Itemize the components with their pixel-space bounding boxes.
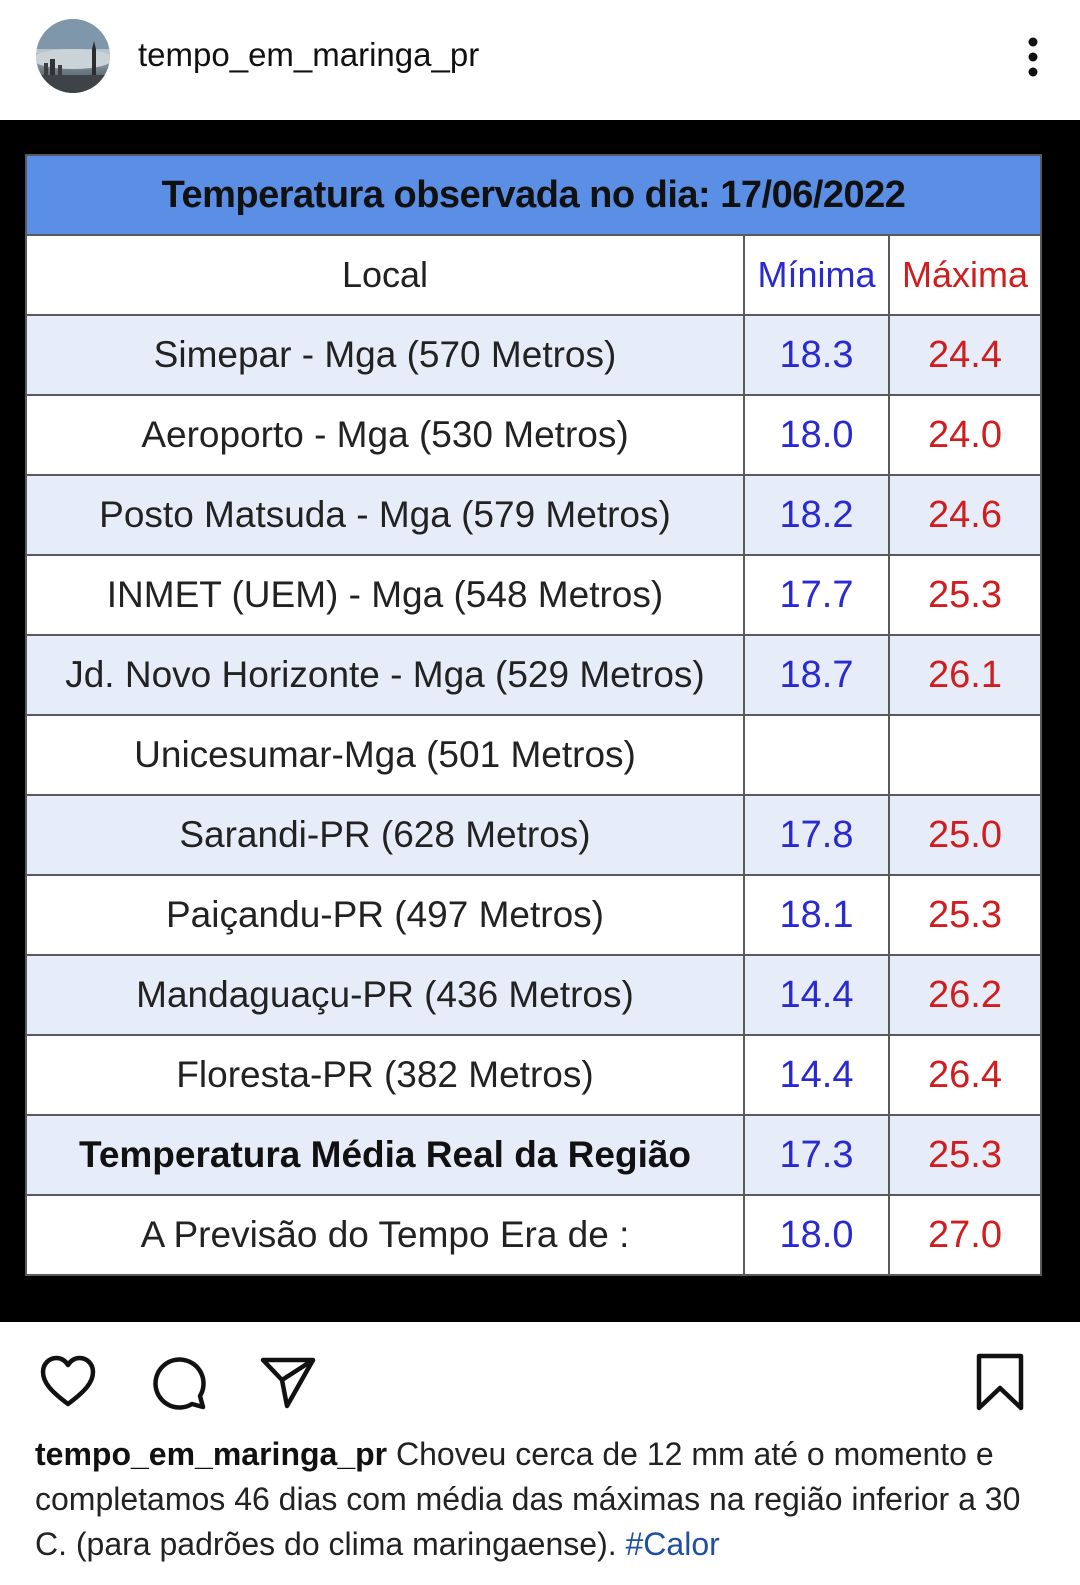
max-temp: 25.0 [887,794,1043,876]
station-name: Posto Matsuda - Mga (579 Metros) [25,474,745,556]
station-name: Paiçandu-PR (497 Metros) [25,874,745,956]
max-temp: 25.3 [887,554,1043,636]
station-name: Unicesumar-Mga (501 Metros) [25,714,745,796]
station-name: Floresta-PR (382 Metros) [25,1034,745,1116]
avatar[interactable] [36,19,110,93]
table-row: Unicesumar-Mga (501 Metros) [25,714,1043,796]
table-title: Temperatura observada no dia: 17/06/2022 [24,154,1043,236]
caption-username[interactable]: tempo_em_maringa_pr [35,1436,388,1472]
header-username[interactable]: tempo_em_maringa_pr [138,36,480,73]
forecast-row: A Previsão do Tempo Era de : 18.0 27.0 [25,1194,1043,1276]
max-temp: 24.0 [887,394,1043,476]
more-options-icon[interactable] [1026,36,1040,78]
table-row: Sarandi-PR (628 Metros) 17.8 25.0 [25,794,1043,876]
heart-icon[interactable] [38,1352,98,1412]
send-icon[interactable] [258,1352,318,1412]
comment-icon[interactable] [148,1352,208,1412]
min-temp [743,714,890,796]
average-label: Temperatura Média Real da Região [25,1114,745,1196]
forecast-label: A Previsão do Tempo Era de : [25,1194,745,1276]
max-temp: 26.2 [887,954,1043,1036]
table-row: Aeroporto - Mga (530 Metros) 18.0 24.0 [25,394,1043,476]
table-row: Paiçandu-PR (497 Metros) 18.1 25.3 [25,874,1043,956]
min-temp: 14.4 [743,1034,890,1116]
min-temp: 18.2 [743,474,890,556]
average-min: 17.3 [743,1114,890,1196]
bookmark-icon[interactable] [970,1352,1030,1412]
post-image: Temperatura observada no dia: 17/06/2022… [0,120,1080,1322]
column-header-min: Mínima [743,234,890,316]
average-row: Temperatura Média Real da Região 17.3 25… [25,1114,1043,1196]
max-temp: 26.1 [887,634,1043,716]
station-name: Mandaguaçu-PR (436 Metros) [25,954,745,1036]
max-temp: 24.6 [887,474,1043,556]
max-temp: 24.4 [887,314,1043,396]
table-row: Jd. Novo Horizonte - Mga (529 Metros) 18… [25,634,1043,716]
max-temp: 26.4 [887,1034,1043,1116]
min-temp: 18.1 [743,874,890,956]
table-row: INMET (UEM) - Mga (548 Metros) 17.7 25.3 [25,554,1043,636]
hashtag-link[interactable]: #Calor [625,1526,720,1562]
min-temp: 17.8 [743,794,890,876]
table-row: Mandaguaçu-PR (436 Metros) 14.4 26.2 [25,954,1043,1036]
table-row: Floresta-PR (382 Metros) 14.4 26.4 [25,1034,1043,1116]
caption-text: Choveu cerca de 12 mm até o momento e co… [35,1436,1021,1562]
min-temp: 18.7 [743,634,890,716]
max-temp [887,714,1043,796]
table-row: Posto Matsuda - Mga (579 Metros) 18.2 24… [25,474,1043,556]
column-header-local: Local [25,234,745,316]
station-name: Simepar - Mga (570 Metros) [25,314,745,396]
post-caption: tempo_em_maringa_pr Choveu cerca de 12 m… [35,1432,1045,1567]
temperature-table: Temperatura observada no dia: 17/06/2022… [24,154,1043,1276]
station-name: Sarandi-PR (628 Metros) [25,794,745,876]
average-max: 25.3 [887,1114,1043,1196]
min-temp: 17.7 [743,554,890,636]
max-temp: 25.3 [887,874,1043,956]
min-temp: 14.4 [743,954,890,1036]
min-temp: 18.3 [743,314,890,396]
table-row: Simepar - Mga (570 Metros) 18.3 24.4 [25,314,1043,396]
column-header-max: Máxima [887,234,1043,316]
post-actions [0,1322,1080,1432]
station-name: Aeroporto - Mga (530 Metros) [25,394,745,476]
forecast-max: 27.0 [887,1194,1043,1276]
min-temp: 18.0 [743,394,890,476]
forecast-min: 18.0 [743,1194,890,1276]
station-name: Jd. Novo Horizonte - Mga (529 Metros) [25,634,745,716]
post-header: tempo_em_maringa_pr [0,0,1080,120]
station-name: INMET (UEM) - Mga (548 Metros) [25,554,745,636]
